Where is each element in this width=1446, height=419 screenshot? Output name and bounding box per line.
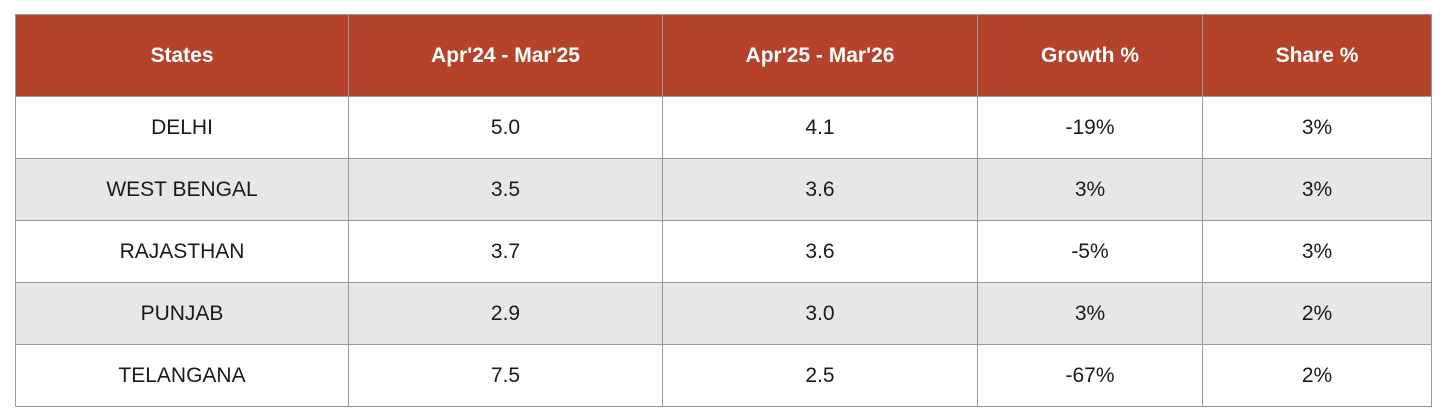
state-cell: TELANGANA: [15, 344, 349, 407]
value-cell: 3.7: [348, 220, 663, 283]
value-cell: 2.5: [662, 344, 978, 407]
table-body: DELHI 5.0 4.1 -19% 3% WEST BENGAL 3.5 3.6 3% 3% RA…: [15, 96, 1432, 407]
value-cell: 3%: [977, 282, 1203, 345]
value-cell: 3.0: [662, 282, 978, 345]
table-row: WEST BENGAL 3.5 3.6 3% 3%: [15, 158, 1432, 221]
value-cell: 3%: [977, 158, 1203, 221]
state-cell: WEST BENGAL: [15, 158, 349, 221]
table-container: States Apr'24 - Mar'25 Apr'25 - Mar'26 Grow…: [15, 14, 1432, 407]
value-cell: 3.6: [662, 220, 978, 283]
value-cell: 3.6: [662, 158, 978, 221]
state-cell: PUNJAB: [15, 282, 349, 345]
table-row: TELANGANA 7.5 2.5 -67% 2%: [15, 344, 1432, 407]
value-cell: 2%: [1202, 282, 1432, 345]
table-row: PUNJAB 2.9 3.0 3% 2%: [15, 282, 1432, 345]
table-row: DELHI 5.0 4.1 -19% 3%: [15, 96, 1432, 159]
data-table: States Apr'24 - Mar'25 Apr'25 - Mar'26 Grow…: [15, 14, 1432, 407]
value-cell: 5.0: [348, 96, 663, 159]
value-cell: 4.1: [662, 96, 978, 159]
value-cell: 7.5: [348, 344, 663, 407]
header-cell: Apr'24 - Mar'25: [348, 14, 663, 97]
value-cell: 2%: [1202, 344, 1432, 407]
value-cell: 3.5: [348, 158, 663, 221]
header-cell: Apr'25 - Mar'26: [662, 14, 978, 97]
state-cell: DELHI: [15, 96, 349, 159]
value-cell: 3%: [1202, 96, 1432, 159]
value-cell: 2.9: [348, 282, 663, 345]
header-cell: Share %: [1202, 14, 1432, 97]
value-cell: -19%: [977, 96, 1203, 159]
value-cell: 3%: [1202, 220, 1432, 283]
value-cell: -67%: [977, 344, 1203, 407]
header-row: States Apr'24 - Mar'25 Apr'25 - Mar'26 Grow…: [15, 14, 1432, 97]
value-cell: 3%: [1202, 158, 1432, 221]
header-cell: Growth %: [977, 14, 1203, 97]
table-row: RAJASTHAN 3.7 3.6 -5% 3%: [15, 220, 1432, 283]
value-cell: -5%: [977, 220, 1203, 283]
header-cell: States: [15, 14, 349, 97]
state-cell: RAJASTHAN: [15, 220, 349, 283]
